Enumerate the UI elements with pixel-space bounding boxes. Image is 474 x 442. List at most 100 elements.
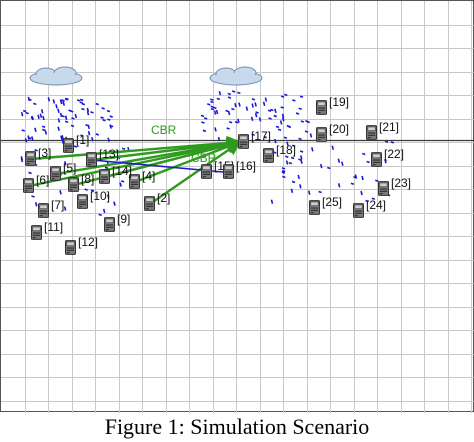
node-20[interactable]: [20] — [316, 122, 349, 142]
packet-marker — [274, 108, 277, 114]
packet-marker — [210, 98, 214, 101]
node-label: [20] — [329, 122, 349, 136]
node-22[interactable]: [22] — [371, 147, 404, 167]
computer-node-icon — [353, 203, 364, 218]
node-10[interactable]: [10] — [77, 189, 110, 209]
node-17[interactable]: [17] — [238, 129, 271, 149]
packet-marker — [309, 133, 313, 138]
node-11[interactable]: [11] — [31, 220, 63, 240]
packet-marker — [283, 136, 288, 139]
node-label: [7] — [51, 198, 64, 212]
computer-node-icon — [99, 169, 110, 184]
packet-marker — [74, 113, 78, 119]
packet-marker — [98, 213, 102, 217]
computer-node-icon — [316, 100, 327, 115]
node-13[interactable]: [13] — [86, 147, 119, 167]
node-18[interactable]: [18] — [263, 143, 296, 163]
packet-marker — [95, 133, 100, 136]
node-21[interactable]: [21] — [366, 120, 399, 140]
packet-marker — [61, 135, 64, 140]
packet-marker — [91, 136, 94, 142]
node-label: [25] — [322, 195, 342, 209]
packet-marker — [104, 166, 109, 170]
node-label: [2] — [157, 191, 170, 205]
packet-marker — [250, 116, 254, 122]
node-label: [13] — [99, 147, 119, 161]
packet-marker — [281, 171, 286, 174]
node-label: [18] — [276, 143, 296, 157]
packet-marker — [101, 107, 105, 110]
node-24[interactable]: [24] — [353, 198, 386, 218]
node-16[interactable]: [16] — [223, 159, 256, 179]
node-1[interactable]: [1] — [63, 133, 89, 153]
packet-marker — [267, 109, 272, 112]
node-label: [4] — [142, 169, 155, 183]
packet-marker — [119, 182, 122, 187]
packet-marker — [299, 184, 302, 189]
packet-marker — [102, 119, 106, 122]
node-12[interactable]: [12] — [65, 235, 98, 255]
packet-marker — [120, 180, 125, 183]
packet-marker — [64, 115, 68, 120]
computer-node-icon — [63, 138, 74, 153]
packet-marker — [73, 145, 78, 148]
node-label: [14] — [112, 164, 132, 178]
packet-marker — [109, 124, 114, 128]
node-25[interactable]: [25] — [309, 195, 342, 215]
packet-marker — [201, 121, 205, 124]
packet-marker — [311, 147, 314, 152]
packet-marker — [291, 144, 296, 147]
node-8[interactable]: [8] — [68, 172, 94, 192]
packet-marker — [337, 183, 341, 188]
computer-node-icon — [38, 203, 49, 218]
node-label: [19] — [329, 95, 349, 109]
node-4[interactable]: [4] — [129, 169, 155, 189]
packet-marker — [390, 141, 395, 144]
packet-marker — [80, 134, 84, 137]
node-6[interactable]: [6] — [23, 173, 49, 193]
packet-marker — [225, 109, 229, 113]
packet-marker — [109, 115, 113, 118]
packet-marker — [70, 124, 75, 128]
node-19[interactable]: [19] — [316, 95, 349, 115]
node-7[interactable]: [7] — [38, 198, 64, 218]
packet-marker — [360, 190, 363, 196]
packet-marker — [20, 111, 24, 117]
computer-node-icon — [201, 164, 212, 179]
computer-node-icon — [50, 166, 61, 181]
computer-node-icon — [144, 196, 155, 211]
node-23[interactable]: [23] — [378, 176, 411, 196]
node-14[interactable]: [14] — [99, 164, 132, 184]
packet-marker — [353, 175, 357, 179]
packet-marker — [227, 110, 231, 116]
packet-marker — [57, 126, 60, 131]
packet-marker — [57, 108, 60, 113]
node-5[interactable]: [5] — [50, 161, 76, 181]
packet-marker — [34, 127, 37, 133]
packet-marker — [366, 160, 370, 164]
packet-marker — [28, 171, 32, 175]
packet-marker — [374, 179, 379, 183]
packet-marker — [285, 155, 289, 158]
link-label-cbr: CBR — [151, 123, 177, 137]
node-2[interactable]: [2] — [144, 191, 170, 211]
node-9[interactable]: [9] — [104, 212, 130, 232]
packet-marker — [245, 106, 249, 111]
computer-node-icon — [238, 134, 249, 149]
packet-marker — [255, 111, 259, 114]
packet-marker — [59, 190, 62, 195]
node-3[interactable]: [3] — [25, 146, 51, 166]
packet-marker — [280, 95, 285, 98]
packet-marker — [270, 199, 274, 204]
packet-marker — [213, 110, 217, 115]
grid-lines — [1, 1, 474, 413]
packet-marker — [384, 140, 389, 143]
computer-node-icon — [25, 151, 36, 166]
node-label: [3] — [38, 146, 51, 160]
packet-marker — [81, 107, 85, 111]
packet-marker — [227, 96, 232, 99]
link-label-cbr: CBR — [191, 151, 217, 165]
node-label: [5] — [63, 161, 76, 175]
packet-marker — [238, 102, 241, 107]
node-label: [17] — [251, 129, 271, 143]
